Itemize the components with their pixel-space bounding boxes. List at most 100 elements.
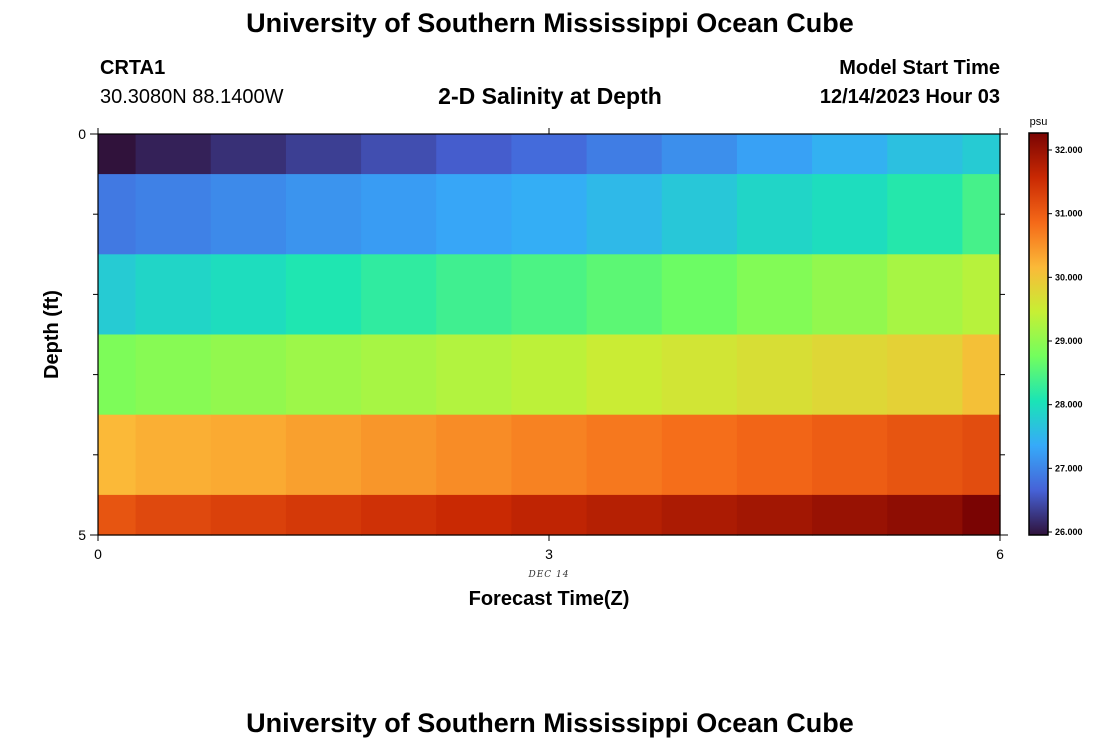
x-tick-label: 0	[94, 546, 102, 562]
colorbar-tick-label: 27.000	[1055, 463, 1083, 473]
colorbar-unit: psu	[1030, 116, 1048, 128]
heatmap-cell	[511, 494, 588, 536]
heatmap-cell	[586, 174, 663, 255]
heatmap-cell	[436, 134, 513, 175]
heatmap-cell	[210, 494, 287, 536]
heatmap-cell	[661, 174, 738, 255]
heatmap-cell	[98, 494, 137, 536]
colorbar-tick-label: 29.000	[1055, 336, 1083, 346]
heatmap-cell	[361, 494, 437, 536]
heatmap-cell	[812, 494, 888, 536]
heatmap-cell	[962, 414, 1001, 496]
heatmap-cell	[586, 494, 663, 536]
heatmap-cell	[285, 174, 362, 255]
heatmap-cell	[661, 494, 738, 536]
heatmap-cell	[812, 134, 888, 175]
x-tick-label: 3	[545, 546, 553, 562]
heatmap-cell	[661, 254, 738, 336]
x-tick-label: 6	[996, 546, 1004, 562]
heatmap-cell	[736, 134, 813, 175]
heatmap-cell	[736, 334, 813, 416]
heatmap-cell	[98, 334, 137, 416]
heatmap-cell	[135, 494, 212, 536]
heatmap-cell	[135, 254, 212, 336]
heatmap-cell	[887, 334, 964, 416]
heatmap-cell	[135, 174, 212, 255]
heatmap-cell	[962, 254, 1001, 336]
heatmap-cell	[436, 334, 513, 416]
x-axis-title: Forecast Time(Z)	[469, 588, 630, 610]
chart-subtitle: 2-D Salinity at Depth	[438, 83, 662, 109]
heatmap-cell	[210, 414, 287, 496]
heatmap-cell	[812, 174, 888, 255]
heatmap-cell	[361, 414, 437, 496]
station-id: CRTA1	[100, 57, 166, 79]
heatmap-cell	[285, 254, 362, 336]
colorbar-tick-label: 26.000	[1055, 527, 1083, 537]
y-tick-label: 5	[78, 527, 86, 543]
x-date-label: DEC 14	[528, 570, 570, 580]
heatmap-cell	[135, 134, 212, 175]
heatmap-cell	[436, 254, 513, 336]
heatmap-cell	[511, 414, 588, 496]
colorbar-tick-label: 32.000	[1055, 145, 1083, 155]
heatmap-cell	[736, 254, 813, 336]
heatmap-cell	[210, 134, 287, 175]
heatmap-cell	[135, 414, 212, 496]
model-start-label: Model Start Time	[839, 57, 1000, 79]
colorbar-tick-label: 30.000	[1055, 272, 1083, 282]
page-title: University of Southern Mississippi Ocean…	[246, 8, 854, 38]
heatmap-cell	[661, 334, 738, 416]
heatmap-cell	[285, 414, 362, 496]
heatmap-cell	[361, 174, 437, 255]
heatmap-cell	[887, 174, 964, 255]
heatmap-cell	[812, 334, 888, 416]
heatmap-cell	[812, 254, 888, 336]
heatmap-cell	[887, 414, 964, 496]
heatmap-cell	[135, 334, 212, 416]
heatmap-cell	[586, 134, 663, 175]
heatmap-cell	[887, 254, 964, 336]
heatmap-cell	[210, 174, 287, 255]
heatmap-cell	[586, 334, 663, 416]
heatmap-cell	[511, 134, 588, 175]
footer-title: University of Southern Mississippi Ocean…	[246, 708, 854, 738]
colorbar-tick-label: 31.000	[1055, 209, 1083, 219]
heatmap-cell	[962, 334, 1001, 416]
heatmap-cell	[736, 174, 813, 255]
heatmap-cell	[98, 254, 137, 336]
heatmap-cell	[962, 134, 1001, 175]
heatmap-cell	[586, 254, 663, 336]
station-coords: 30.3080N 88.1400W	[100, 86, 284, 108]
heatmap-cell	[736, 414, 813, 496]
heatmap-cell	[887, 494, 964, 536]
heatmap-cell	[98, 134, 137, 175]
heatmap-cell	[511, 334, 588, 416]
heatmap-cell	[661, 414, 738, 496]
heatmap-cell	[361, 254, 437, 336]
colorbar-scale	[1028, 132, 1049, 536]
colorbar: psu 26.000 27.000 28.000 29.000 30.000 31.000 3…	[1028, 116, 1083, 537]
heatmap-cell	[285, 494, 362, 536]
model-start-value: 12/14/2023 Hour 03	[819, 86, 1000, 108]
heatmap-cell	[586, 414, 663, 496]
heatmap-cell	[210, 254, 287, 336]
heatmap-cell	[436, 494, 513, 536]
y-tick-label: 0	[78, 126, 86, 142]
heatmap-cell	[436, 174, 513, 255]
heatmap-cell	[285, 334, 362, 416]
heatmap-cell	[210, 334, 287, 416]
heatmap-cell	[887, 134, 964, 175]
heatmap-cell	[436, 414, 513, 496]
y-axis-title: Depth (ft)	[41, 290, 63, 379]
colorbar-tick-label: 28.000	[1055, 400, 1083, 410]
heatmap-cell	[98, 414, 137, 496]
heatmap-cell	[962, 174, 1001, 255]
heatmap-cell	[285, 134, 362, 175]
heatmap-cell	[361, 134, 437, 175]
heatmap-cell	[812, 414, 888, 496]
heatmap-cell	[962, 494, 1001, 536]
heatmap-cell	[511, 254, 588, 336]
heatmap-cell	[661, 134, 738, 175]
